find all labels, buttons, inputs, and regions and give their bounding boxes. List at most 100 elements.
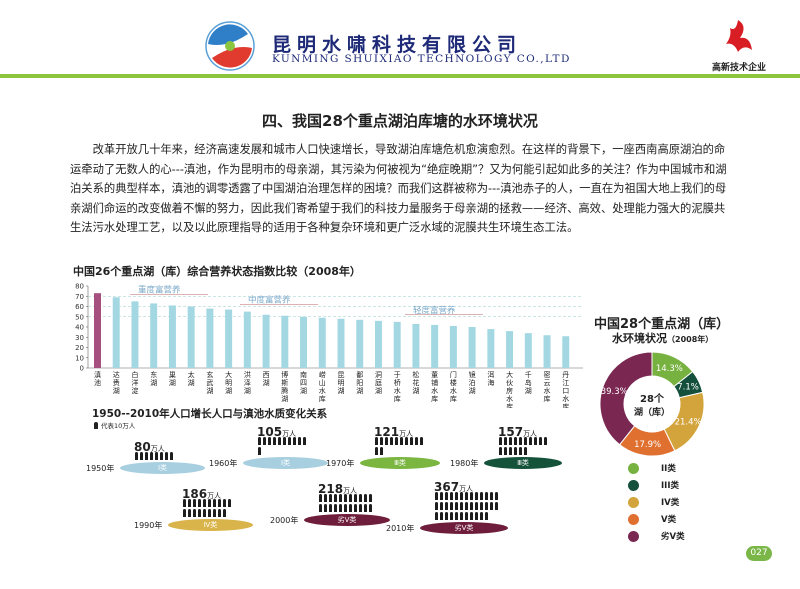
person-icon (485, 502, 488, 510)
legend-label: 劣V类 (661, 532, 685, 542)
bar (412, 323, 420, 368)
person-icon (465, 512, 468, 520)
person-icon (485, 492, 488, 500)
category-label: 池 (94, 378, 101, 387)
person-icon (188, 499, 191, 507)
person-icon (504, 437, 507, 445)
person-icon (283, 437, 286, 445)
person-icon (364, 504, 367, 512)
intro-paragraph: 改革开放几十年来，经济高速发展和城市人口快速增长，导致湖泊库塘危机愈演愈烈。在这… (70, 143, 727, 234)
person-icon (140, 452, 143, 460)
category-label: 洞 (375, 370, 382, 379)
person-icon (135, 452, 138, 460)
y-tick-label: 0 (80, 365, 84, 373)
population-group: 157万人 Ⅲ类 1980年 (450, 425, 582, 483)
category-label: 岛 (525, 378, 532, 387)
bar (112, 297, 120, 368)
person-icon (349, 494, 352, 502)
person-icon (524, 437, 527, 445)
category-label: 四 (300, 379, 307, 387)
category-label: 千 (525, 370, 532, 379)
person-icon (150, 452, 153, 460)
category-label: 库 (394, 394, 401, 403)
person-icon (288, 437, 291, 445)
category-label: 丹 (562, 371, 569, 379)
person-icon (329, 504, 332, 512)
person-icon (203, 499, 206, 507)
category-label: 赉 (113, 378, 120, 387)
company-logo (205, 21, 255, 71)
person-icon (198, 499, 201, 507)
pie-title-line1: 中国28个重点湖（库） (594, 317, 730, 332)
y-tick-label: 20 (75, 344, 84, 352)
population-number: 367 (434, 480, 460, 494)
bar (168, 305, 176, 368)
zone-label: 中度富营养 (248, 295, 291, 306)
legend-item: V类 (628, 513, 685, 525)
person-icon-grid (498, 437, 548, 457)
person-icon (460, 492, 463, 500)
company-name-en: KUNMING SHUIXIAO TECHNOLOGY CO.,LTD (272, 53, 571, 65)
person-icon (278, 437, 281, 445)
category-label: 博 (281, 370, 288, 379)
population-group: 186万人 Ⅳ类 1990年 (134, 487, 271, 545)
population-group: 121万人 Ⅲ类 1970年 (326, 425, 460, 483)
person-icon (170, 452, 173, 460)
person-icon (450, 502, 453, 510)
category-label: 明 (225, 379, 232, 387)
category-label: 房 (506, 386, 513, 395)
person-icon (410, 437, 413, 445)
person-icon (155, 452, 158, 460)
person-icon (445, 492, 448, 500)
person-icon (470, 512, 473, 520)
population-value: 157万人 (498, 421, 537, 440)
category-label: 伙 (506, 379, 513, 387)
person-icon (334, 494, 337, 502)
section-title: 四、我国28个重点湖泊库塘的水环境状况 (262, 112, 538, 130)
person-icon (213, 499, 216, 507)
person-icon (450, 512, 453, 520)
person-icon (298, 437, 301, 445)
category-label: 楼 (450, 378, 457, 387)
pie-title-year: （2008年） (667, 335, 714, 344)
slice-label: 39.3% (601, 387, 628, 397)
legend-label: V类 (661, 515, 677, 525)
person-icon (213, 509, 216, 517)
category-label: 洪 (244, 370, 251, 379)
bar (206, 308, 214, 368)
person-icon (324, 504, 327, 512)
category-label: 大 (225, 370, 232, 379)
water-class-ellipse: Ⅲ类 (484, 457, 562, 469)
person-icon (475, 502, 478, 510)
y-tick-label: 80 (75, 283, 84, 291)
category-label: 南 (300, 370, 307, 379)
category-label: 湖 (263, 378, 270, 387)
person-icon (268, 437, 271, 445)
person-icon (470, 492, 473, 500)
person-icon (228, 499, 231, 507)
category-label: 鄱 (356, 371, 363, 379)
legend-item: IV类 (628, 496, 685, 508)
category-label: 达 (113, 370, 120, 379)
water-class-ellipse: 劣Ⅴ类 (304, 514, 390, 526)
category-label: 洋 (131, 378, 138, 387)
population-value: 121万人 (374, 421, 413, 440)
person-icon-grid (134, 452, 174, 462)
water-class-ellipse: 劣Ⅴ类 (420, 522, 508, 534)
person-icon (499, 447, 502, 455)
person-icon (218, 499, 221, 507)
person-icon (420, 437, 423, 445)
bar (150, 303, 158, 368)
person-icon (529, 437, 532, 445)
person-icon (475, 492, 478, 500)
person-icon (145, 452, 148, 460)
category-label: 崂 (319, 370, 326, 379)
person-icon (470, 502, 473, 510)
person-icon-grid (182, 499, 232, 519)
person-icon (349, 504, 352, 512)
person-icon (539, 437, 542, 445)
company-name-cn: 昆明水啸科技有限公司 (272, 34, 523, 56)
category-label: 淀 (131, 386, 138, 395)
